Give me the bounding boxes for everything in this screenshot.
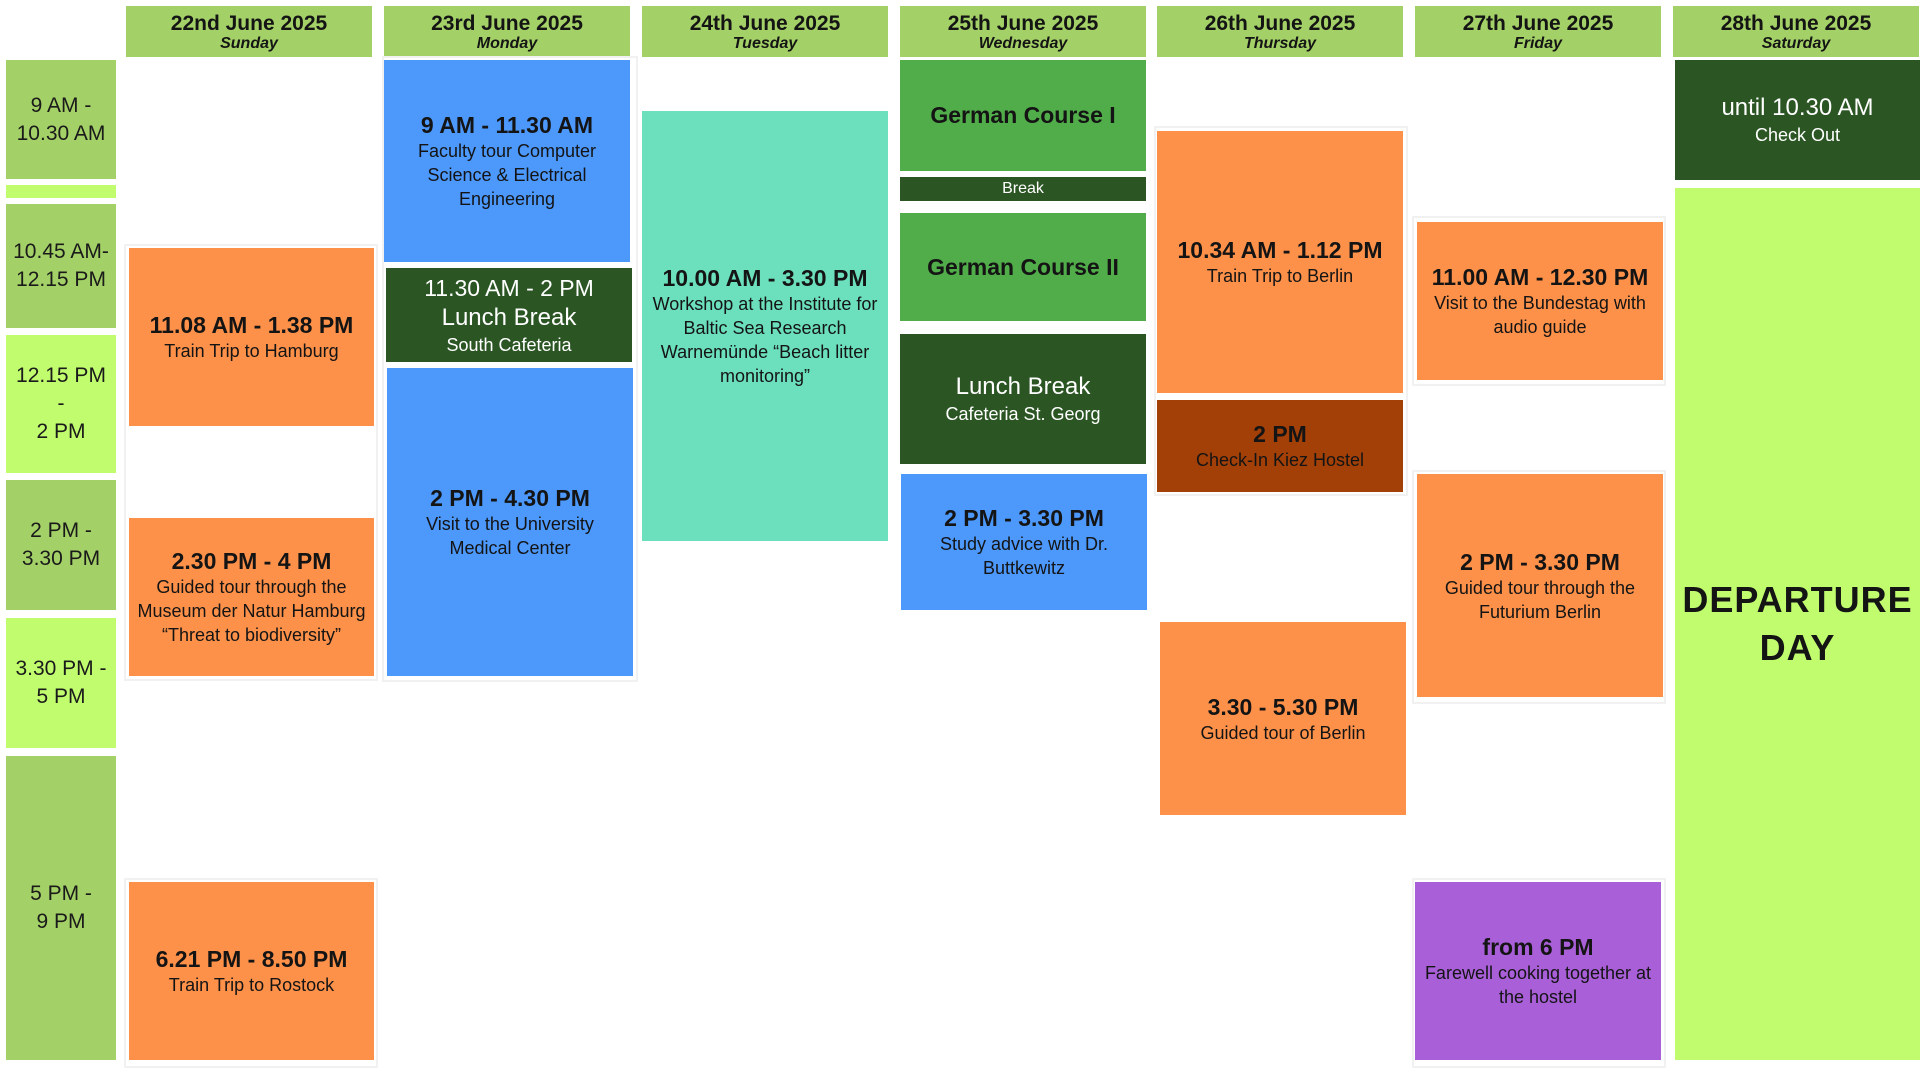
day-header-monday: 23rd June 2025 Monday (384, 6, 630, 57)
event-title: DEPARTURE DAY (1682, 579, 1913, 668)
event-time: 11.08 AM - 1.38 PM (149, 312, 354, 338)
event-time: until 10.30 AM (1721, 94, 1874, 121)
event-title: Lunch Break (955, 373, 1091, 400)
day-date: 26th June 2025 (1204, 11, 1356, 35)
event-museum-tour[interactable]: 2.30 PM - 4 PM Guided tour through the M… (129, 518, 374, 676)
event-desc: Train Trip to Rostock (168, 975, 335, 995)
time-slot: 3.30 PM - 5 PM (6, 618, 116, 748)
event-check-out[interactable]: until 10.30 AM Check Out (1675, 60, 1920, 180)
event-title: Lunch Break (441, 304, 577, 331)
event-desc: Farewell cooking together at the hostel (1424, 963, 1652, 1007)
day-date: 27th June 2025 (1462, 11, 1614, 35)
event-desc: Check Out (1754, 125, 1841, 145)
event-place: Cafeteria St. Georg (945, 404, 1101, 424)
day-weekday: Thursday (1243, 34, 1316, 52)
event-train-rostock[interactable]: 6.21 PM - 8.50 PM Train Trip to Rostock (129, 882, 374, 1060)
event-lunch-st-georg[interactable]: Lunch Break Cafeteria St. Georg (900, 334, 1146, 464)
event-german-course-2[interactable]: German Course II (900, 213, 1146, 321)
time-slot: 10.45 AM- 12.15 PM (6, 204, 116, 328)
day-weekday: Friday (1513, 34, 1562, 52)
day-header-tuesday: 24th June 2025 Tuesday (642, 6, 888, 57)
day-weekday: Saturday (1761, 34, 1831, 52)
event-futurium[interactable]: 2 PM - 3.30 PM Guided tour through the F… (1417, 474, 1663, 697)
event-berlin-tour[interactable]: 3.30 - 5.30 PM Guided tour of Berlin (1160, 622, 1406, 815)
event-time: 11.00 AM - 12.30 PM (1431, 264, 1649, 290)
event-time: 2.30 PM - 4 PM (171, 548, 332, 574)
event-check-in[interactable]: 2 PM Check-In Kiez Hostel (1157, 400, 1403, 492)
event-desc: Guided tour through the Museum der Natur… (137, 577, 366, 645)
day-date: 25th June 2025 (947, 11, 1099, 35)
day-header-sunday: 22nd June 2025 Sunday (126, 6, 372, 57)
event-desc: Visit to the University Medical Center (426, 514, 594, 558)
event-time: 2 PM - 4.30 PM (430, 485, 590, 511)
time-slot: 5 PM - 9 PM (6, 756, 116, 1060)
event-faculty-tour[interactable]: 9 AM - 11.30 AM Faculty tour Computer Sc… (384, 60, 630, 262)
event-time: 3.30 - 5.30 PM (1207, 693, 1359, 720)
event-bundestag[interactable]: 11.00 AM - 12.30 PM Visit to the Bundest… (1417, 222, 1663, 380)
event-time: 9 AM - 11.30 AM (420, 112, 594, 138)
event-title: German Course II (927, 253, 1119, 280)
time-slot: 9 AM - 10.30 AM (6, 60, 116, 179)
event-desc: Workshop at the Institute for Baltic Sea… (652, 294, 878, 386)
event-desc: Train Trip to Hamburg (164, 341, 339, 361)
event-break[interactable]: Break (900, 177, 1146, 201)
event-time: 11.30 AM - 2 PM (424, 275, 594, 301)
event-time: 2 PM - 3.30 PM (944, 505, 1104, 531)
event-medical-center[interactable]: 2 PM - 4.30 PM Visit to the University M… (387, 368, 633, 676)
event-train-berlin[interactable]: 10.34 AM - 1.12 PM Train Trip to Berlin (1157, 131, 1403, 393)
day-date: 28th June 2025 (1720, 11, 1872, 35)
day-date: 22nd June 2025 (170, 11, 328, 35)
time-slot-gap (6, 185, 116, 198)
day-date: 23rd June 2025 (431, 11, 583, 35)
event-time: 6.21 PM - 8.50 PM (155, 946, 348, 972)
time-slot: 2 PM - 3.30 PM (6, 480, 116, 610)
event-time: 2 PM - 3.30 PM (1460, 548, 1620, 575)
event-time: 10.34 AM - 1.12 PM (1177, 237, 1383, 263)
event-german-course-1[interactable]: German Course I (900, 60, 1146, 171)
event-desc: Faculty tour Computer Science & Electric… (417, 141, 597, 209)
event-train-hamburg[interactable]: 11.08 AM - 1.38 PM Train Trip to Hamburg (129, 248, 374, 426)
event-desc: Study advice with Dr. Buttkewitz (939, 534, 1109, 578)
event-workshop[interactable]: 10.00 AM - 3.30 PM Workshop at the Insti… (642, 111, 888, 541)
event-time: 2 PM (1253, 421, 1307, 447)
day-weekday: Monday (476, 34, 538, 52)
event-time: from 6 PM (1482, 934, 1594, 960)
event-place: South Cafeteria (446, 335, 572, 355)
day-weekday: Wednesday (978, 34, 1068, 52)
day-header-saturday: 28th June 2025 Saturday (1673, 6, 1919, 57)
day-header-friday: 27th June 2025 Friday (1415, 6, 1661, 57)
event-desc: Guided tour through the Futurium Berlin (1444, 577, 1636, 622)
event-desc: Train Trip to Berlin (1206, 266, 1354, 286)
event-lunch-south[interactable]: 11.30 AM - 2 PM Lunch Break South Cafete… (386, 268, 632, 362)
event-farewell[interactable]: from 6 PM Farewell cooking together at t… (1415, 882, 1661, 1060)
time-slot: 12.15 PM - 2 PM (6, 335, 116, 473)
event-study-advice[interactable]: 2 PM - 3.30 PM Study advice with Dr. But… (901, 474, 1147, 610)
event-title: Break (1002, 180, 1044, 197)
day-date: 24th June 2025 (689, 11, 841, 35)
event-desc: Visit to the Bundestag with audio guide (1434, 293, 1646, 337)
event-departure-day[interactable]: DEPARTURE DAY (1675, 188, 1920, 1060)
event-time: 10.00 AM - 3.30 PM (662, 265, 868, 291)
day-weekday: Tuesday (732, 34, 798, 52)
event-desc: Guided tour of Berlin (1200, 722, 1366, 743)
day-weekday: Sunday (220, 34, 278, 52)
event-desc: Check-In Kiez Hostel (1195, 450, 1365, 470)
day-header-wednesday: 25th June 2025 Wednesday (900, 6, 1146, 57)
event-title: German Course I (930, 102, 1116, 128)
day-header-thursday: 26th June 2025 Thursday (1157, 6, 1403, 57)
